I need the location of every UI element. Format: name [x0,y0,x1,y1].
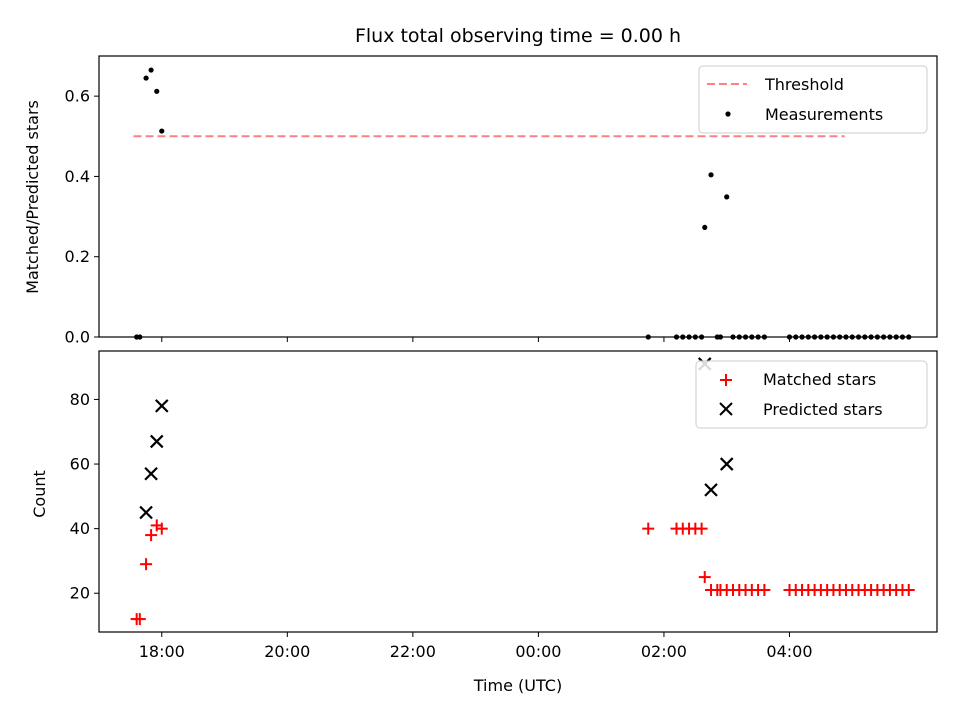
count-xtick-label: 20:00 [264,642,310,661]
ratio-ytick-label: 0.4 [65,167,90,186]
predicted-star-point [154,399,169,413]
count-frame [98,350,938,633]
measurement-point [148,67,154,73]
matched-star-point [140,558,153,571]
count-ytick-label: 40 [70,519,90,538]
count-legend-box [695,360,928,429]
ratio-legend: Threshold Measurements [698,65,928,134]
count-xtick-label: 02:00 [641,642,687,661]
matched-star-point [155,522,168,535]
count-x-label: Time (UTC) [473,676,562,695]
count-xtick-label: 22:00 [390,642,436,661]
measurement-point [708,172,714,178]
legend-predicted-swatch [719,402,733,416]
ratio-y-axis: 0.0 0.2 0.4 0.6 [65,87,99,347]
matched-star-point [902,584,915,597]
predicted-star-stroke [149,434,164,449]
matched-star-point [758,584,771,597]
measurement-point [154,88,160,94]
measurement-point [702,224,708,231]
legend-predicted-label: Predicted stars [763,400,883,419]
predicted-star-point [144,466,158,481]
count-y-axis: 20 40 60 80 [70,390,99,603]
predicted-star-stroke [719,457,734,471]
ratio-legend-box [698,65,928,134]
measurement-point [143,75,149,81]
count-y-label: Count [30,470,49,518]
matched-star-point [642,522,655,535]
count-ytick-label: 60 [70,455,90,474]
ratio-ytick-label: 0.2 [65,247,90,266]
predicted-star-stroke [154,399,169,413]
ratio-y-label: Matched/Predicted stars [23,100,42,294]
legend-measurements-swatch [725,111,731,117]
count-xtick-label: 04:00 [766,642,812,661]
predicted-star-point [149,434,164,449]
ratio-frame [98,55,938,338]
predicted-star-point [139,505,153,520]
legend-matched-swatch [720,374,732,386]
matched-star-point [695,522,708,535]
legend-measurements-label: Measurements [765,105,883,124]
count-ytick-label: 80 [70,390,90,409]
predicted-star-stroke [704,483,718,497]
chart-title: Flux total observing time = 0.00 h [355,25,681,47]
legend-threshold-label: Threshold [764,75,844,94]
count-legend: Matched stars Predicted stars [695,360,928,429]
matched-star-point [133,613,146,626]
ratio-ytick-label: 0.0 [65,328,90,347]
count-xtick-label: 18:00 [139,642,185,661]
count-xtick-label: 00:00 [515,642,561,661]
predicted-star-point [704,483,718,497]
ratio-ytick-label: 0.6 [65,87,90,106]
measurement-point [159,128,165,134]
matched-star-point [145,529,158,542]
predicted-star-stroke [139,505,153,520]
predicted-star-stroke [144,466,158,481]
predicted-star-point [719,457,734,471]
ratio-panel: 0.0 0.2 0.4 0.6 Matched/Predicted stars Thr… [23,55,938,347]
count-x-axis: 18:00 20:00 22:00 00:00 02:00 04:00 [139,632,813,661]
legend-matched-label: Matched stars [763,370,876,389]
measurement-point [724,194,730,200]
matched-star-point [698,571,711,584]
count-ytick-label: 20 [70,584,90,603]
